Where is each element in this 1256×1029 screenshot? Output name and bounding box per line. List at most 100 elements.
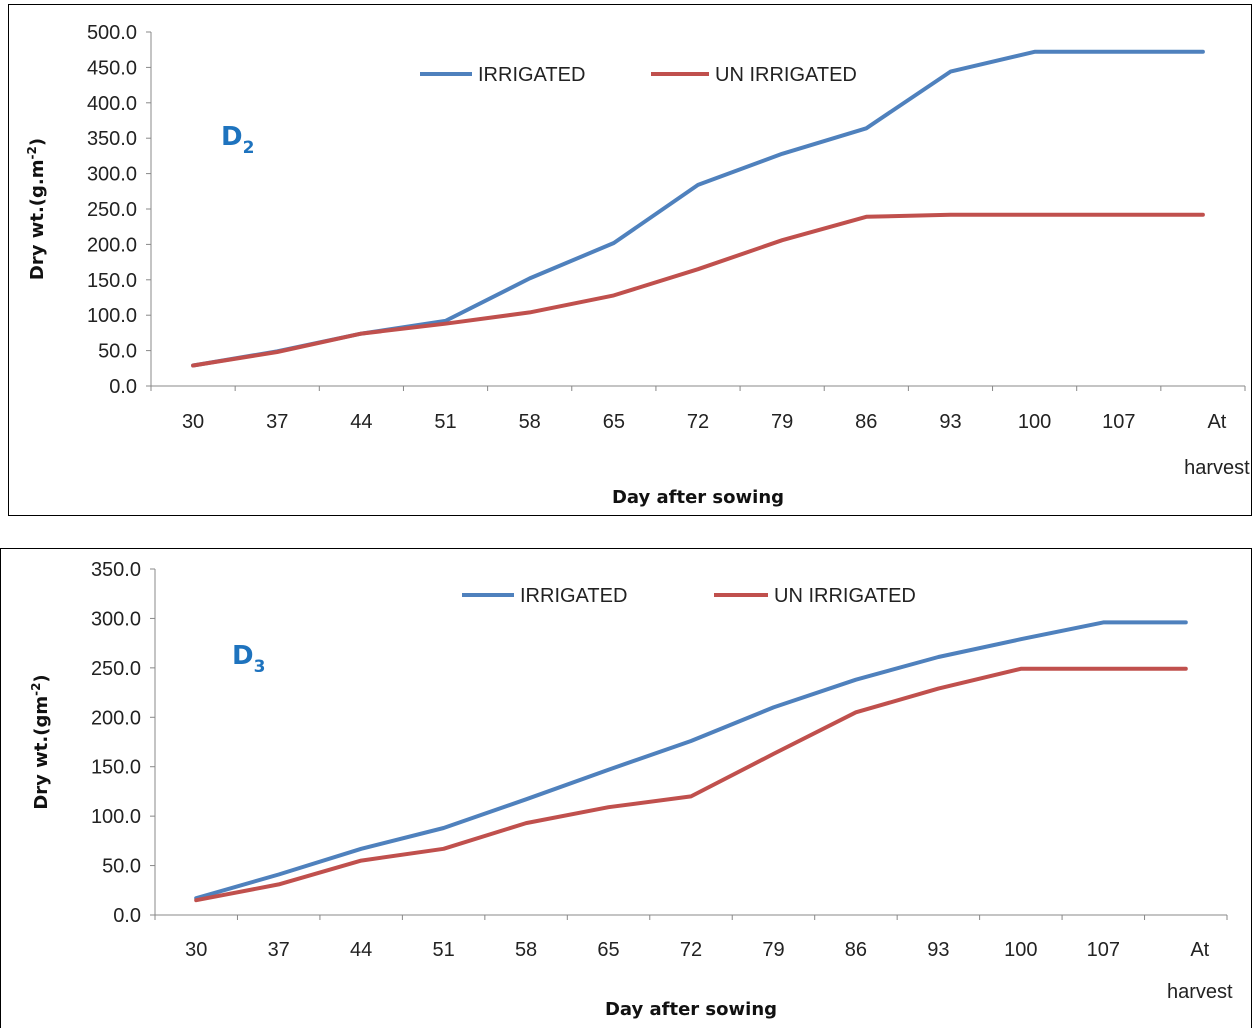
data-point [278, 884, 279, 885]
x-tick-label: 107 [1087, 939, 1120, 961]
panel-label: D3 [232, 641, 265, 677]
y-tick-label: 500.0 [87, 22, 137, 44]
data-point [445, 320, 446, 321]
data-point [608, 807, 609, 808]
chart-d3: 0.0 50.0 100.0 150.0 200.0 250.0 300.0 350.0 30 3… [29, 559, 1233, 1020]
y-tick-label: 50.0 [102, 856, 141, 878]
x-tick-label: 44 [350, 411, 372, 433]
data-point [1034, 51, 1035, 52]
y-tick-label: 400.0 [87, 93, 137, 115]
y-tick-label: 100.0 [91, 806, 141, 828]
data-point [278, 874, 279, 875]
data-point [613, 295, 614, 296]
data-point [855, 712, 856, 713]
x-tick-label: 100 [1018, 411, 1051, 433]
y-tick-label: 450.0 [87, 57, 137, 79]
data-point [950, 71, 951, 72]
y-tick-label: 0.0 [113, 905, 141, 927]
x-tick-label: 79 [771, 411, 793, 433]
series-line-un-irrigated [191, 212, 1205, 368]
x-tick-label: 79 [762, 939, 784, 961]
data-point [866, 216, 867, 217]
data-point [443, 848, 444, 849]
y-axis-title: Dry wt.(g.m-2) [25, 138, 48, 280]
data-point [1118, 51, 1119, 52]
data-point [698, 269, 699, 270]
x-tick-label: 30 [182, 411, 204, 433]
chart-panel-d2: 0.0 50.0 100.0 150.0 200.0 250.0 300.0 350.0 400… [8, 4, 1252, 516]
x-tick-label: 93 [927, 939, 949, 961]
data-point [608, 769, 609, 770]
x-axis-title: Day after sowing [612, 487, 784, 508]
x-axis-title: Day after sowing [605, 999, 777, 1020]
y-tick-label: 200.0 [91, 707, 141, 729]
panel-label: D2 [221, 122, 254, 158]
x-tick-label: 93 [939, 411, 961, 433]
panel-label-main: D [221, 122, 243, 152]
data-point [1020, 639, 1021, 640]
x-tick-label: 37 [268, 939, 290, 961]
data-point [361, 860, 362, 861]
y-tick-label: 150.0 [91, 757, 141, 779]
x-tick-label: 65 [597, 939, 619, 961]
data-point [938, 688, 939, 689]
x-tick-label: 107 [1102, 411, 1135, 433]
x-tick-label: 86 [855, 411, 877, 433]
data-point [698, 184, 699, 185]
y-tick-label: 250.0 [91, 658, 141, 680]
x-tick-label: 51 [432, 939, 454, 961]
data-point [443, 828, 444, 829]
data-point [950, 214, 951, 215]
y-tick-label: 350.0 [91, 559, 141, 581]
legend-label-un-irrigated: UN IRRIGATED [774, 585, 916, 607]
x-tick-label: 72 [680, 939, 702, 961]
data-point [773, 753, 774, 754]
chart-d2: 0.0 50.0 100.0 150.0 200.0 250.0 300.0 350.0 400… [25, 22, 1250, 508]
data-point [691, 796, 692, 797]
data-point [691, 741, 692, 742]
x-tick-label: 100 [1004, 939, 1037, 961]
data-point [782, 153, 783, 154]
data-point [1034, 214, 1035, 215]
series-line-irrigated [191, 49, 1205, 368]
y-tick-label: 350.0 [87, 128, 137, 150]
y-tick-label: 100.0 [87, 305, 137, 327]
y-tick-label: 150.0 [87, 270, 137, 292]
data-point [938, 656, 939, 657]
panel-label-subscript: 2 [243, 138, 255, 158]
data-point [855, 679, 856, 680]
x-tick-label: 51 [434, 411, 456, 433]
x-tick-label: 58 [515, 939, 537, 961]
x-tick-label: 58 [519, 411, 541, 433]
y-tick-label: 0.0 [109, 376, 137, 398]
data-point [1202, 51, 1203, 52]
legend-label-un-irrigated: UN IRRIGATED [715, 64, 857, 86]
y-tick-label: 300.0 [87, 164, 137, 186]
data-point [1103, 622, 1104, 623]
data-point [193, 365, 194, 366]
data-point [526, 823, 527, 824]
data-point [445, 323, 446, 324]
data-point [361, 848, 362, 849]
data-point [613, 242, 614, 243]
y-tick-label: 50.0 [98, 341, 137, 363]
y-axis-title: Dry wt.(gm-2) [29, 674, 52, 809]
chart-panel-d3: 0.0 50.0 100.0 150.0 200.0 250.0 300.0 350.0 30 3… [0, 548, 1252, 1028]
x-tick-label: 30 [185, 939, 207, 961]
data-point [1020, 668, 1021, 669]
data-point [866, 128, 867, 129]
y-tick-label: 300.0 [91, 608, 141, 630]
panel-label-subscript: 3 [254, 657, 266, 677]
y-tick-label: 200.0 [87, 234, 137, 256]
data-point [361, 333, 362, 334]
panel-label-main: D [232, 641, 254, 671]
x-tick-label: 86 [845, 939, 867, 961]
x-tick-label: 72 [687, 411, 709, 433]
data-point [526, 799, 527, 800]
data-point [1118, 214, 1119, 215]
data-point [529, 278, 530, 279]
data-point [773, 707, 774, 708]
x-tick-label: 65 [603, 411, 625, 433]
y-tick-label: 250.0 [87, 199, 137, 221]
x-tick-label: At harvest [1167, 939, 1233, 1003]
